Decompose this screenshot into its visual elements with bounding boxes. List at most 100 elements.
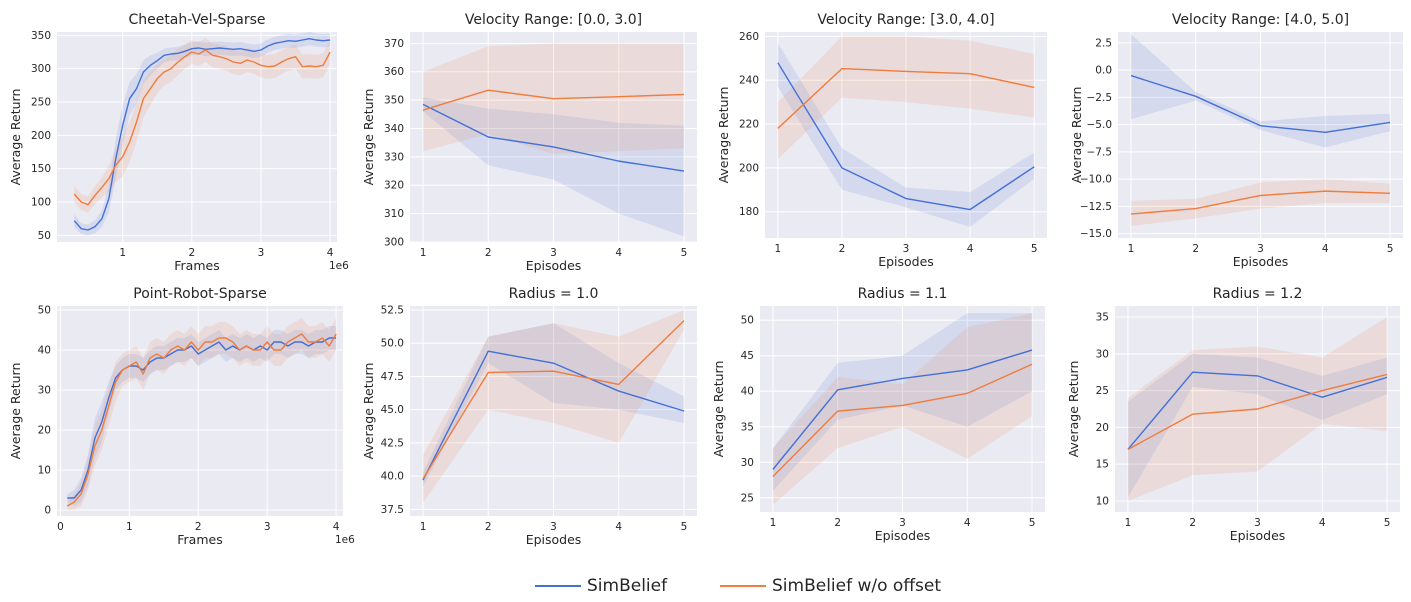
chart-panel-3: 180 200 220 240 260 1 2 3 4 5 Velocity Range: [3.0… <box>716 12 1047 269</box>
y-tick-label: 200 <box>31 130 51 142</box>
confidence-band-simbelief <box>423 323 684 487</box>
y-axis-label: Average Return <box>361 89 376 186</box>
y-tick-label: 20 <box>1096 422 1109 434</box>
y-tick-label: 180 <box>739 206 759 218</box>
y-tick-label: 40 <box>741 386 754 398</box>
x-tick-label: 3 <box>1254 517 1261 529</box>
x-axis-exponent: 1e6 <box>335 534 355 546</box>
series-line-simbelief <box>772 349 1033 470</box>
y-tick-label: 45.0 <box>381 404 404 416</box>
x-tick-label: 3 <box>258 247 265 259</box>
y-tick-label: 30 <box>741 457 754 469</box>
confidence-band-simbelief <box>1130 34 1391 148</box>
confidence-band-simbelief-no-offset <box>772 313 1033 505</box>
legend-line-simbelief <box>535 584 581 588</box>
y-tick-label: 150 <box>31 163 51 175</box>
x-tick-label: 5 <box>681 247 688 259</box>
y-tick-label: 2.5 <box>1095 37 1112 49</box>
y-tick-label: −12.5 <box>1080 201 1112 213</box>
legend-label-simbelief: SimBelief <box>587 576 668 596</box>
x-tick-label: 4 <box>333 521 340 533</box>
y-tick-label: 50.0 <box>381 338 404 350</box>
confidence-band-simbelief-no-offset <box>777 36 1035 160</box>
chart-title: Cheetah-Vel-Sparse <box>128 12 265 28</box>
series-line-simbelief-no-offset <box>777 67 1035 129</box>
y-tick-label: 52.5 <box>381 304 404 316</box>
chart-title: Point-Robot-Sparse <box>133 286 267 302</box>
y-tick-label: 42.5 <box>381 437 404 449</box>
x-axis-label: Episodes <box>878 254 934 269</box>
x-axis-exponent: 1e6 <box>329 260 349 272</box>
y-tick-label: 37.5 <box>381 504 404 516</box>
y-tick-label: 250 <box>31 97 51 109</box>
x-tick-label: 1 <box>774 243 781 255</box>
series-line-simbelief <box>67 337 337 499</box>
series-line-simbelief-no-offset <box>1130 190 1391 215</box>
y-tick-label: 50 <box>38 230 51 242</box>
y-tick-label: 25 <box>1096 385 1109 397</box>
chart-title: Radius = 1.0 <box>509 286 599 302</box>
series-line-simbelief <box>422 103 685 172</box>
x-tick-label: 1 <box>770 517 777 529</box>
confidence-band-simbelief <box>423 97 684 237</box>
x-tick-label: 0 <box>57 521 64 533</box>
y-tick-label: 45 <box>741 350 754 362</box>
y-tick-label: 30 <box>1096 348 1109 360</box>
x-tick-label: 2 <box>188 247 195 259</box>
confidence-band-simbelief <box>67 326 337 506</box>
y-tick-label: 330 <box>384 151 404 163</box>
y-tick-label: 35 <box>741 421 754 433</box>
y-tick-label: 100 <box>31 197 51 209</box>
confidence-band-simbelief-no-offset <box>423 309 684 503</box>
confidence-band-simbelief <box>1127 353 1388 498</box>
y-tick-label: 240 <box>739 75 759 87</box>
y-tick-label: 50 <box>741 315 754 327</box>
x-tick-label: 5 <box>1384 517 1391 529</box>
y-tick-label: 10 <box>38 465 51 477</box>
y-tick-label: 50 <box>38 305 51 317</box>
y-tick-label: 40.0 <box>381 471 404 483</box>
y-axis-label: Average Return <box>1066 361 1081 458</box>
x-tick-label: 5 <box>1387 243 1394 255</box>
x-tick-label: 2 <box>839 243 846 255</box>
legend-item-simbelief-no-offset: SimBelief w/o offset <box>720 576 941 596</box>
x-tick-label: 1 <box>420 247 427 259</box>
x-tick-label: 2 <box>485 521 492 533</box>
x-tick-label: 4 <box>615 521 622 533</box>
y-tick-label: 20 <box>38 425 51 437</box>
y-tick-label: 360 <box>384 66 404 78</box>
y-tick-label: −5.0 <box>1087 119 1113 131</box>
y-axis-label: Average Return <box>1069 87 1084 184</box>
chart-title: Radius = 1.2 <box>1213 286 1303 302</box>
x-tick-label: 3 <box>550 521 557 533</box>
chart-panel-4: −15.0 −12.5 −10.0 −7.5 −5.0 −2.5 0.0 2.5 1 2 3 4 5 Ve… <box>1069 12 1403 269</box>
y-tick-label: 0.0 <box>1095 65 1112 77</box>
legend-item-simbelief: SimBelief <box>535 576 667 596</box>
x-tick-label: 1 <box>126 521 133 533</box>
x-axis-label: Frames <box>174 258 219 273</box>
y-tick-label: 260 <box>739 31 759 43</box>
x-tick-label: 4 <box>1319 517 1326 529</box>
confidence-band-simbelief <box>777 42 1035 228</box>
y-tick-label: 47.5 <box>381 371 404 383</box>
y-tick-label: 350 <box>384 95 404 107</box>
chart-panel-1: 50 100 150 200 250 300 350 1 2 3 4 Cheetah-Vel-Spar… <box>8 12 349 273</box>
x-axis-label: Episodes <box>526 258 582 273</box>
confidence-band-simbelief <box>772 313 1033 491</box>
y-tick-label: 220 <box>739 119 759 131</box>
y-tick-label: 10 <box>1096 495 1109 507</box>
x-tick-label: 4 <box>964 517 971 529</box>
y-tick-label: 15 <box>1096 459 1109 471</box>
series-line-simbelief <box>73 37 331 231</box>
y-tick-label: 320 <box>384 180 404 192</box>
y-tick-label: 350 <box>31 30 51 42</box>
x-axis-label: Episodes <box>526 532 582 547</box>
y-tick-label: 40 <box>38 345 51 357</box>
chart-panel-6: 37.5 40.0 42.5 45.0 47.5 50.0 52.5 1 2 3 4 5 Radius … <box>361 286 697 547</box>
y-axis-label: Average Return <box>361 363 376 460</box>
x-tick-label: 5 <box>1029 517 1036 529</box>
y-tick-label: 0 <box>44 505 51 517</box>
x-axis-label: Episodes <box>1233 254 1289 269</box>
y-axis-label: Average Return <box>8 89 23 186</box>
